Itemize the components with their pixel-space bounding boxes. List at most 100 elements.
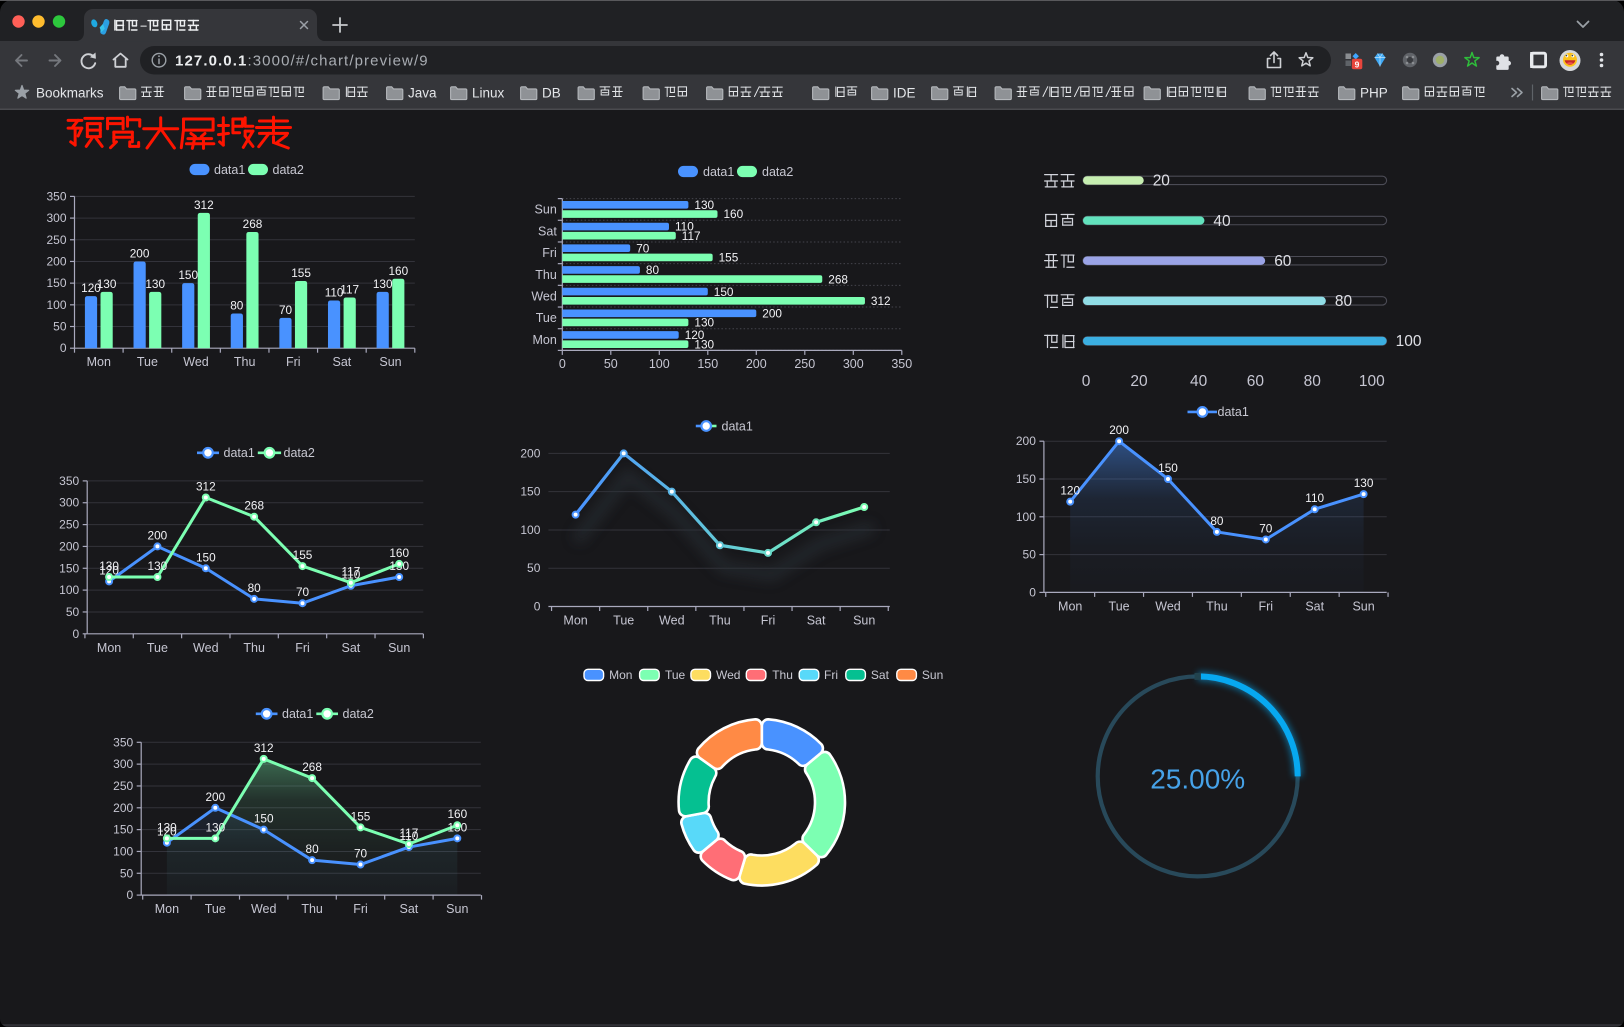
svg-text:150: 150 bbox=[46, 276, 66, 290]
svg-text:Mon: Mon bbox=[563, 614, 587, 628]
svg-text:350: 350 bbox=[891, 357, 912, 371]
svg-text:200: 200 bbox=[746, 357, 767, 371]
svg-text:50: 50 bbox=[1023, 548, 1037, 562]
svg-text:110: 110 bbox=[675, 220, 694, 234]
svg-text:150: 150 bbox=[113, 823, 133, 837]
svg-text:200: 200 bbox=[520, 446, 540, 460]
svg-text:Sat: Sat bbox=[871, 668, 890, 682]
svg-text:Sat: Sat bbox=[538, 224, 557, 238]
svg-text:130: 130 bbox=[157, 820, 177, 834]
svg-text:IDE: IDE bbox=[893, 86, 916, 101]
svg-text:data2: data2 bbox=[273, 163, 304, 177]
svg-text:268: 268 bbox=[828, 272, 848, 286]
svg-text:Wed: Wed bbox=[183, 355, 209, 369]
svg-text:70: 70 bbox=[1259, 522, 1273, 536]
svg-text:150: 150 bbox=[254, 812, 274, 826]
svg-text:40: 40 bbox=[1190, 373, 1208, 390]
svg-text:data1: data1 bbox=[224, 446, 255, 460]
svg-text:data1: data1 bbox=[722, 419, 753, 433]
svg-text:150: 150 bbox=[196, 550, 216, 564]
svg-text:60: 60 bbox=[1247, 373, 1265, 390]
svg-text:155: 155 bbox=[291, 266, 311, 280]
svg-text:100: 100 bbox=[59, 583, 79, 597]
svg-text:100: 100 bbox=[1359, 373, 1385, 390]
svg-text:70: 70 bbox=[279, 303, 293, 317]
svg-text:Java: Java bbox=[408, 86, 437, 101]
svg-text:70: 70 bbox=[354, 847, 368, 861]
svg-text:160: 160 bbox=[388, 264, 408, 278]
svg-text:Mon: Mon bbox=[87, 355, 111, 369]
svg-text:117: 117 bbox=[399, 826, 418, 840]
svg-text:268: 268 bbox=[244, 499, 264, 513]
svg-text:160: 160 bbox=[389, 546, 409, 560]
svg-text:80: 80 bbox=[1304, 373, 1322, 390]
svg-text:Sun: Sun bbox=[535, 203, 557, 217]
svg-text:80: 80 bbox=[1335, 293, 1353, 310]
svg-text:250: 250 bbox=[794, 357, 815, 371]
svg-text:120: 120 bbox=[685, 328, 705, 342]
svg-text:350: 350 bbox=[59, 474, 79, 488]
svg-text:Thu: Thu bbox=[535, 268, 557, 282]
svg-text:300: 300 bbox=[113, 757, 133, 771]
svg-text:100: 100 bbox=[1016, 510, 1036, 524]
svg-text:80: 80 bbox=[646, 263, 660, 277]
svg-text:Fri: Fri bbox=[761, 614, 776, 628]
svg-text:312: 312 bbox=[871, 294, 891, 308]
svg-text:130: 130 bbox=[694, 198, 714, 212]
svg-text:Thu: Thu bbox=[709, 614, 731, 628]
svg-text:Thu: Thu bbox=[301, 902, 323, 916]
svg-text:Sat: Sat bbox=[1305, 599, 1324, 613]
svg-text:20: 20 bbox=[1153, 173, 1171, 190]
svg-text:130: 130 bbox=[694, 337, 714, 351]
svg-text:250: 250 bbox=[46, 233, 66, 247]
svg-text:50: 50 bbox=[604, 357, 618, 371]
svg-text:120: 120 bbox=[81, 281, 101, 295]
svg-text:Sat: Sat bbox=[807, 614, 826, 628]
svg-text:130: 130 bbox=[1354, 476, 1374, 490]
svg-text:data1: data1 bbox=[282, 707, 313, 721]
svg-text:160: 160 bbox=[724, 207, 744, 221]
svg-text:Wed: Wed bbox=[659, 614, 685, 628]
svg-text:Sat: Sat bbox=[342, 641, 361, 655]
svg-text:Tue: Tue bbox=[205, 902, 226, 916]
svg-text:PHP: PHP bbox=[1360, 86, 1388, 101]
svg-text:Sun: Sun bbox=[446, 902, 468, 916]
svg-text:Mon: Mon bbox=[155, 902, 179, 916]
svg-text:312: 312 bbox=[254, 741, 274, 755]
svg-text:200: 200 bbox=[1016, 434, 1036, 448]
svg-text:Fri: Fri bbox=[824, 668, 838, 682]
svg-text:80: 80 bbox=[1210, 514, 1224, 528]
svg-text:150: 150 bbox=[714, 285, 734, 299]
svg-text:Wed: Wed bbox=[193, 641, 219, 655]
svg-text:200: 200 bbox=[1109, 423, 1129, 437]
svg-text:70: 70 bbox=[636, 241, 650, 255]
svg-text:150: 150 bbox=[59, 561, 79, 575]
svg-text:Fri: Fri bbox=[542, 246, 557, 260]
svg-text:Tue: Tue bbox=[536, 311, 557, 325]
svg-text:Tue: Tue bbox=[137, 355, 158, 369]
svg-text:110: 110 bbox=[325, 286, 344, 300]
svg-text:130: 130 bbox=[148, 559, 168, 573]
svg-text:Fri: Fri bbox=[295, 641, 310, 655]
svg-text:Sat: Sat bbox=[333, 355, 352, 369]
svg-text:312: 312 bbox=[194, 198, 214, 212]
svg-text:0: 0 bbox=[1082, 373, 1091, 390]
svg-text:150: 150 bbox=[1158, 461, 1178, 475]
svg-text:0: 0 bbox=[60, 341, 67, 355]
svg-text:data1: data1 bbox=[1218, 405, 1249, 419]
svg-text:Wed: Wed bbox=[1155, 599, 1181, 613]
svg-text:150: 150 bbox=[520, 485, 540, 499]
svg-text:155: 155 bbox=[719, 251, 739, 265]
svg-text:Mon: Mon bbox=[532, 333, 556, 347]
svg-text:127.0.0.1:3000/#/chart/preview: 127.0.0.1:3000/#/chart/preview/9 bbox=[175, 53, 429, 70]
svg-text:110: 110 bbox=[1305, 491, 1324, 505]
svg-text:350: 350 bbox=[46, 189, 66, 203]
svg-text:Sun: Sun bbox=[1352, 599, 1374, 613]
svg-text:130: 130 bbox=[373, 277, 393, 291]
svg-text:0: 0 bbox=[73, 627, 80, 641]
svg-text:117: 117 bbox=[340, 283, 359, 297]
svg-text:data1: data1 bbox=[214, 163, 245, 177]
svg-text:110: 110 bbox=[399, 829, 418, 843]
svg-text:Sun: Sun bbox=[388, 641, 410, 655]
svg-text:Thu: Thu bbox=[243, 641, 265, 655]
